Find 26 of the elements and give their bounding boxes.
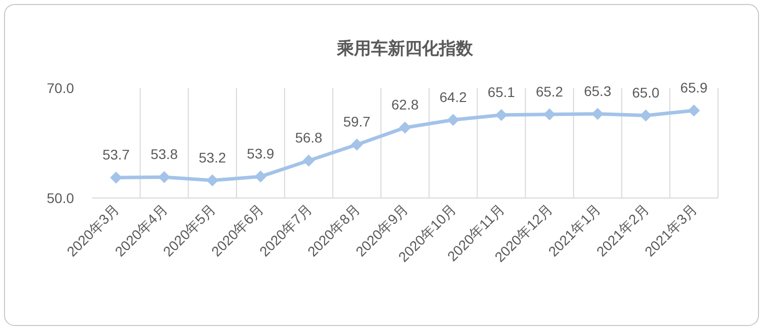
data-label: 62.8 xyxy=(391,96,419,113)
data-label: 65.0 xyxy=(632,84,660,100)
data-label: 53.2 xyxy=(198,149,226,166)
point xyxy=(592,108,604,120)
point xyxy=(688,104,700,117)
chart-title: 乘用车新四化指数 xyxy=(336,39,474,58)
point xyxy=(447,114,460,126)
data-label: 65.9 xyxy=(680,80,708,96)
point xyxy=(640,110,652,122)
data-label: 53.9 xyxy=(246,146,274,162)
data-label: 59.7 xyxy=(343,114,371,130)
data-label: 53.8 xyxy=(150,146,178,162)
data-label: 65.1 xyxy=(488,84,516,100)
data-label: 65.3 xyxy=(584,82,612,99)
point xyxy=(350,138,363,151)
data-label: 65.2 xyxy=(536,83,564,100)
y-tick-label: 70.0 xyxy=(46,80,74,96)
point xyxy=(254,170,267,183)
point xyxy=(302,154,315,167)
data-label: 53.7 xyxy=(102,146,130,163)
data-label: 64.2 xyxy=(440,88,467,105)
point xyxy=(399,122,411,134)
point xyxy=(495,108,508,121)
y-tick-label: 50.0 xyxy=(46,190,74,206)
data-label: 56.8 xyxy=(295,130,323,146)
point xyxy=(206,174,218,186)
